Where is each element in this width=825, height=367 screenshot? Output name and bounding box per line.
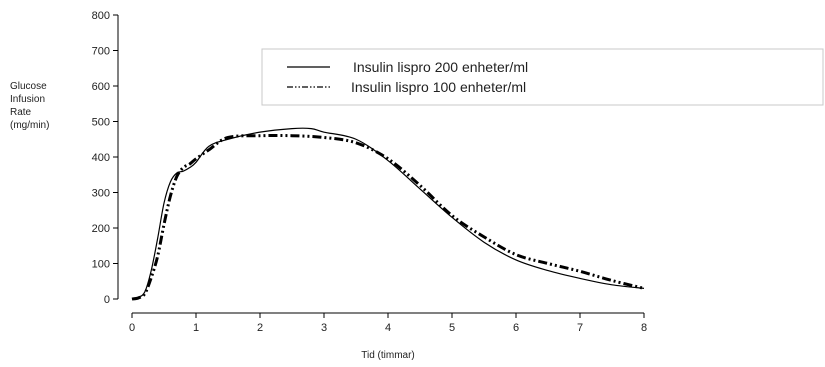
x-tick-label: 2 [257, 322, 263, 334]
x-tick-label: 1 [193, 322, 199, 334]
series-layer [131, 127, 645, 301]
axes: 0 100 200 300 400 500 600 700 800 0 1 2 3 4 5 6 7 8 [92, 10, 647, 334]
series-line-1 [131, 127, 645, 300]
legend-box [261, 48, 824, 106]
legend: Insulin lispro 200 enheter/ml Insulin li… [261, 48, 824, 106]
y-axis-title: Glucose Infusion Rate (mg/min) [10, 81, 49, 131]
x-tick-label: 5 [449, 322, 455, 334]
y-tick-label: 700 [92, 46, 110, 58]
y-tick-label: 300 [92, 188, 110, 200]
y-axis-title-line-4: (mg/min) [10, 120, 49, 131]
y-tick-label: 500 [92, 117, 110, 129]
x-tick-label: 0 [129, 322, 135, 334]
y-tick-label: 100 [92, 259, 110, 271]
x-tick-label: 4 [385, 322, 391, 334]
x-axis-title: Tid (timmar) [361, 350, 415, 361]
y-axis-title-line-3: Rate [10, 107, 32, 118]
y-tick-label: 800 [92, 10, 110, 22]
y-axis-title-line-2: Infusion [10, 94, 45, 105]
y-tick-label: 400 [92, 152, 110, 164]
x-tick-label: 7 [577, 322, 583, 334]
y-tick-label: 200 [92, 223, 110, 235]
legend-label-series-1: Insulin lispro 200 enheter/ml [353, 59, 528, 75]
y-tick-label: 600 [92, 81, 110, 93]
y-axis-title-line-1: Glucose [10, 81, 47, 92]
x-tick-label: 3 [321, 322, 327, 334]
series-line-2 [131, 133, 645, 301]
y-tick-label: 0 [104, 294, 110, 306]
x-tick-label: 8 [641, 322, 647, 334]
x-tick-label: 6 [513, 322, 519, 334]
legend-label-series-2: Insulin lispro 100 enheter/ml [351, 79, 526, 95]
